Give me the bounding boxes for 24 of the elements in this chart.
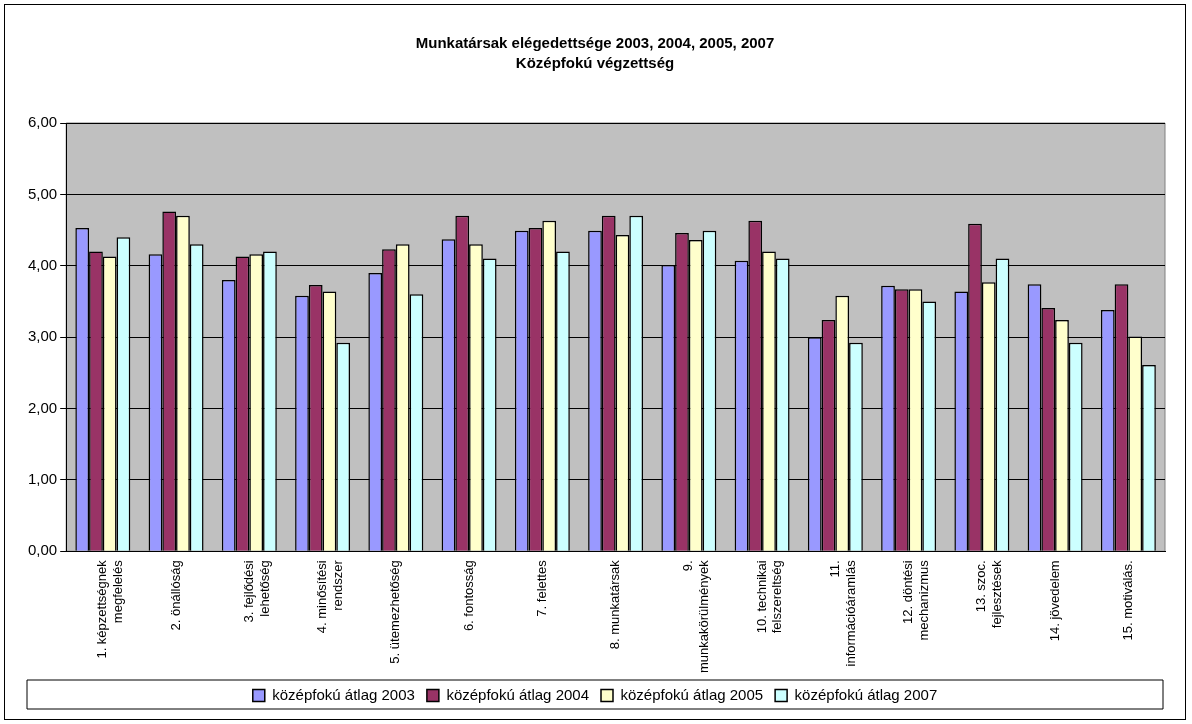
y-tick-label: 6,00: [27, 113, 58, 131]
y-tick-label: 5,00: [27, 184, 58, 202]
legend-label: középfokú átlag 2005: [620, 685, 764, 703]
x-tick-label: 3. fejlődési lehetőség: [240, 560, 272, 623]
y-tick-label: 4,00: [27, 255, 58, 273]
legend-label: középfokú átlag 2004: [446, 685, 590, 703]
x-tick-label: 9. munkakörülmények: [680, 559, 712, 673]
x-tick-label: 6. fontosság: [460, 560, 476, 632]
x-tick-label: 15. motiválás.: [1119, 560, 1135, 641]
y-tick-label: 2,00: [27, 398, 58, 416]
y-tick-label: 1,00: [27, 470, 58, 488]
legend-label: középfokú átlag 2003: [272, 685, 415, 703]
x-tick-label: 1. képzettségnek megfelelés: [94, 559, 125, 659]
y-tick-label: 3,00: [27, 327, 58, 345]
chart-title: Munkatársak elégedettsége 2003, 2004, 2005, 2007: [415, 34, 775, 52]
x-tick-label: 14. jövedelem: [1046, 560, 1062, 642]
x-tick-label: 8. munkatársak: [607, 559, 623, 650]
x-tick-label: 7. felettes: [533, 559, 549, 617]
x-tick-label: 2. önállóság: [167, 560, 183, 631]
x-tick-label: 4. minősítési rendszer: [314, 559, 345, 634]
legend-label: középfokú átlag 2007: [794, 685, 938, 703]
y-tick-label: 0,00: [27, 541, 58, 559]
x-tick-label: 5. ütemezhetőség: [387, 560, 403, 664]
chart-subtitle: Középfokú végzettség: [515, 54, 675, 72]
